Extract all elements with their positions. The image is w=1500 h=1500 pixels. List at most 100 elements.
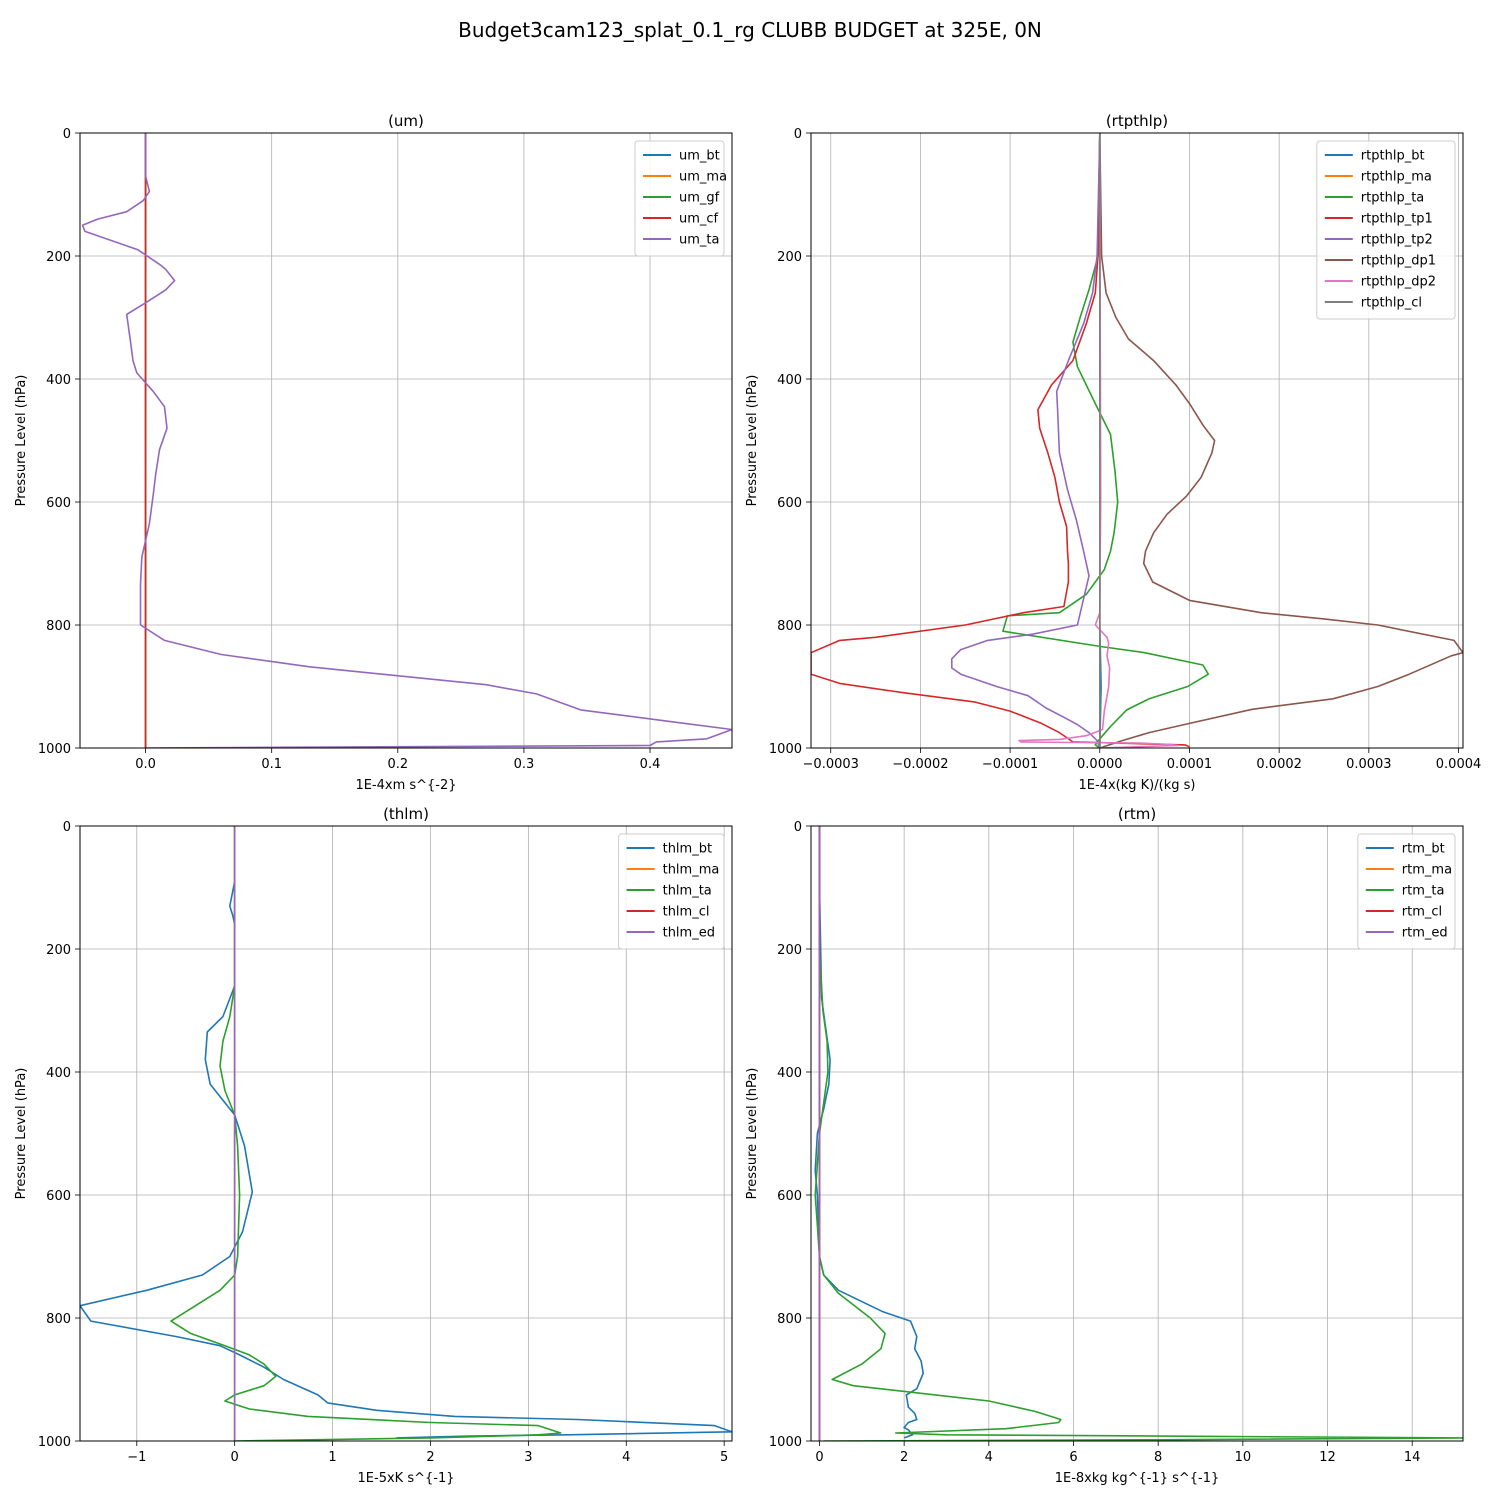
y-tick-label: 800 bbox=[46, 619, 71, 634]
legend-entry: rtm_ed bbox=[1402, 926, 1448, 941]
x-tick-label: −1 bbox=[127, 1450, 146, 1465]
series-line-rtm_ta bbox=[814, 826, 1463, 1441]
chart-panel-3: −1 0 1 2 3 4 5 0 200 400 600 800 1000 (thlm) 1E-5xK s^… bbox=[14, 805, 733, 1486]
panel-title: (rtpthlp) bbox=[1106, 112, 1168, 130]
chart-panel-1: 0.0 0.1 0.2 0.3 0.4 0 200 400 600 800 1000 (um) 1E-4… bbox=[14, 112, 733, 793]
x-tick-label: 5 bbox=[720, 1450, 728, 1465]
legend-entry: rtpthlp_dp1 bbox=[1361, 254, 1436, 269]
legend-entry: um_bt bbox=[679, 149, 720, 164]
x-tick-label: 0 bbox=[231, 1450, 239, 1465]
figure-title: Budget3cam123_splat_0.1_rg CLUBB BUDGET … bbox=[458, 18, 1042, 42]
y-tick-label: 200 bbox=[777, 250, 802, 265]
series-group bbox=[80, 826, 732, 1441]
legend-entry: thlm_ta bbox=[663, 884, 712, 899]
legend-entry: um_ma bbox=[679, 170, 727, 185]
series-line-rtpthlp_tp1 bbox=[811, 133, 1190, 748]
x-axis-label: 1E-4xm s^{-2} bbox=[355, 778, 456, 793]
x-axis-label: 1E-4x(kg K)/(kg s) bbox=[1079, 778, 1196, 793]
plot-area bbox=[811, 826, 1463, 1441]
series-line-rtm_bt bbox=[814, 826, 925, 1439]
y-tick-label: 1000 bbox=[769, 742, 802, 757]
x-tick-label: 4 bbox=[622, 1450, 630, 1465]
y-axis-label: Pressure Level (hPa) bbox=[14, 1068, 29, 1200]
legend-box bbox=[618, 833, 725, 950]
axes-frame bbox=[810, 132, 1464, 749]
x-tick-label: 0.3 bbox=[514, 757, 535, 772]
panel-title: (um) bbox=[388, 112, 424, 130]
x-tick-label: 0.4 bbox=[640, 757, 661, 772]
legend: rtpthlp_bt rtpthlp_ma rtpthlp_ta rtpthlp_tp… bbox=[1316, 140, 1456, 320]
panel-title: (thlm) bbox=[383, 805, 429, 823]
x-tick-label: 0.0002 bbox=[1256, 757, 1302, 772]
panels: 0.0 0.1 0.2 0.3 0.402004006008001000(um)1E-4… bbox=[14, 112, 1481, 1486]
legend-entry: rtpthlp_dp2 bbox=[1361, 275, 1436, 290]
series-line-um_ta bbox=[81, 133, 732, 748]
x-tick-label: 8 bbox=[1154, 1450, 1162, 1465]
legend-entry: rtm_bt bbox=[1402, 842, 1445, 857]
series-group bbox=[811, 133, 1463, 748]
y-tick-label: 200 bbox=[46, 943, 71, 958]
legend-entry: rtpthlp_ta bbox=[1361, 191, 1424, 206]
y-tick-label: 600 bbox=[46, 1189, 71, 1204]
chart-panel-2: −0.0003 −0.0002 −0.0001 0.0000 0.0001 0.0002 0… bbox=[745, 112, 1481, 793]
y-tick-label: 1000 bbox=[769, 1435, 802, 1450]
legend-entry: um_cf bbox=[679, 212, 719, 227]
legend: um_bt um_ma um_gf um_cf um_ta bbox=[634, 140, 727, 257]
x-tick-label: 0.2 bbox=[387, 757, 408, 772]
y-tick-label: 1000 bbox=[38, 1435, 71, 1450]
y-tick-label: 800 bbox=[777, 1312, 802, 1327]
series-group bbox=[81, 133, 732, 748]
legend-entry: rtpthlp_ma bbox=[1361, 170, 1432, 185]
legend-entry: rtpthlp_cl bbox=[1361, 296, 1422, 311]
series-group bbox=[814, 826, 1463, 1441]
y-tick-label: 600 bbox=[46, 496, 71, 511]
x-tick-label: 3 bbox=[524, 1450, 532, 1465]
y-tick-label: 200 bbox=[46, 250, 71, 265]
x-tick-label: 4 bbox=[985, 1450, 993, 1465]
y-tick-label: 0 bbox=[794, 820, 802, 835]
y-axis-label: Pressure Level (hPa) bbox=[14, 375, 29, 507]
axes-frame bbox=[79, 825, 733, 1442]
plot-area bbox=[80, 133, 732, 748]
legend-entry: rtpthlp_tp2 bbox=[1361, 233, 1433, 248]
x-tick-label: −0.0001 bbox=[982, 757, 1038, 772]
series-line-rtpthlp_ta bbox=[1002, 133, 1210, 748]
x-tick-label: 2 bbox=[900, 1450, 908, 1465]
y-tick-label: 200 bbox=[777, 943, 802, 958]
series-line-rtpthlp_tp2 bbox=[950, 133, 1101, 748]
x-tick-label: 0.0 bbox=[135, 757, 156, 772]
y-tick-label: 0 bbox=[63, 820, 71, 835]
legend-box bbox=[1316, 140, 1456, 320]
x-tick-label: 0 bbox=[815, 1450, 823, 1465]
legend-box bbox=[1357, 833, 1456, 950]
legend-entry: thlm_cl bbox=[663, 905, 710, 920]
legend-entry: rtm_cl bbox=[1402, 905, 1442, 920]
y-tick-label: 400 bbox=[46, 373, 71, 388]
legend-entry: um_gf bbox=[679, 191, 720, 206]
x-tick-label: 10 bbox=[1235, 1450, 1252, 1465]
x-tick-label: 1 bbox=[328, 1450, 336, 1465]
legend: rtm_bt rtm_ma rtm_ta rtm_cl rtm_ed bbox=[1357, 833, 1456, 950]
y-tick-label: 0 bbox=[63, 127, 71, 142]
y-tick-label: 400 bbox=[46, 1066, 71, 1081]
x-tick-label: −0.0002 bbox=[892, 757, 948, 772]
x-tick-label: 0.0000 bbox=[1077, 757, 1123, 772]
legend-entry: thlm_ma bbox=[663, 863, 720, 878]
x-tick-label: 0.0001 bbox=[1167, 757, 1213, 772]
x-tick-label: 12 bbox=[1319, 1450, 1336, 1465]
y-axis-label: Pressure Level (hPa) bbox=[745, 375, 760, 507]
series-line-thlm_bt bbox=[80, 826, 732, 1439]
x-tick-label: 14 bbox=[1404, 1450, 1421, 1465]
y-tick-label: 600 bbox=[777, 496, 802, 511]
y-tick-label: 800 bbox=[46, 1312, 71, 1327]
x-tick-label: 0.0003 bbox=[1346, 757, 1392, 772]
y-tick-label: 400 bbox=[777, 373, 802, 388]
x-axis-label: 1E-5xK s^{-1} bbox=[358, 1471, 455, 1486]
series-line-thlm_ta bbox=[170, 826, 562, 1441]
y-tick-label: 400 bbox=[777, 1066, 802, 1081]
x-tick-label: −0.0003 bbox=[803, 757, 859, 772]
x-tick-label: 2 bbox=[426, 1450, 434, 1465]
series-line-rtpthlp_dp1 bbox=[1099, 133, 1463, 748]
legend-entry: thlm_bt bbox=[663, 842, 712, 857]
